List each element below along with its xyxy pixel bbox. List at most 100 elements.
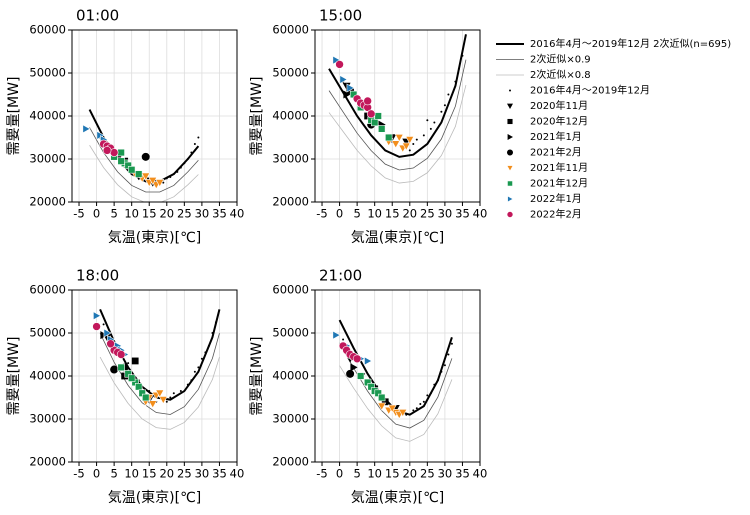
x-tick-label: 30 — [438, 207, 453, 221]
point — [148, 400, 158, 409]
point — [429, 392, 432, 395]
legend-swatch — [507, 180, 513, 187]
subplot: -5 0 5 10 15 20 25 30 35 40 20000 30000 40000 50000 60… — [6, 7, 244, 247]
x-tick-label: 5 — [353, 207, 360, 221]
legend-label: 2021年11月 — [530, 161, 588, 174]
point — [415, 407, 418, 410]
point — [377, 402, 387, 411]
point — [207, 344, 210, 347]
point — [197, 366, 200, 369]
axes-frame — [71, 289, 238, 463]
x-tick-label: 15 — [385, 207, 400, 221]
point — [172, 392, 175, 395]
y-axis-label: 需要量[MW] — [6, 77, 22, 156]
x-tick-label: -5 — [316, 207, 327, 221]
point — [343, 90, 351, 99]
point — [176, 170, 179, 173]
point — [117, 363, 125, 372]
subplot: -5 0 5 10 15 20 25 30 35 40 20000 30000 40000 50000 60… — [249, 7, 487, 247]
legend-label: 2021年1月 — [530, 130, 582, 143]
plot-area — [92, 308, 221, 430]
x-tick-label: 5 — [353, 467, 360, 481]
point — [186, 158, 189, 160]
legend-label: 2次近似×0.9 — [530, 53, 591, 66]
x-tick-label: 10 — [367, 467, 382, 481]
point — [141, 152, 150, 161]
x-axis-label: 気温(東京)[℃] — [108, 230, 202, 246]
x-tick-label: 30 — [195, 207, 210, 221]
point — [405, 136, 415, 145]
x-tick-label: 20 — [402, 207, 417, 221]
y-tick-label: 30000 — [29, 412, 66, 426]
point — [116, 350, 126, 359]
axes-frame — [71, 29, 238, 203]
point — [197, 136, 200, 139]
point — [117, 148, 125, 157]
point — [169, 396, 172, 399]
point — [433, 383, 436, 386]
subplot: -5 0 5 10 15 20 25 30 35 40 20000 30000 40000 50000 60… — [249, 267, 487, 507]
point — [127, 362, 130, 365]
point — [426, 119, 429, 122]
point — [412, 142, 415, 145]
legend-swatch — [507, 149, 513, 156]
fit-line — [328, 59, 467, 171]
subplot-title: 15:00 — [319, 7, 362, 25]
x-tick-label: 5 — [110, 467, 117, 481]
point — [374, 112, 382, 120]
subplot-title: 01:00 — [76, 7, 119, 25]
point — [454, 80, 457, 83]
point — [447, 93, 450, 96]
point — [155, 179, 165, 188]
plot-area — [328, 34, 467, 184]
point — [106, 339, 115, 349]
x-tick-label: 30 — [438, 467, 453, 481]
x-axis-label: 気温(東京)[℃] — [351, 230, 445, 246]
point — [412, 409, 415, 412]
fit-line — [89, 127, 199, 193]
legend-label: 2020年11月 — [530, 99, 588, 112]
x-tick-label: 0 — [93, 467, 100, 481]
point — [419, 402, 422, 405]
point — [422, 134, 425, 137]
point — [211, 332, 214, 334]
y-tick-label: 60000 — [29, 23, 66, 37]
y-tick-label: 30000 — [29, 152, 66, 166]
point — [110, 365, 119, 374]
point — [165, 177, 168, 180]
y-tick-label: 60000 — [29, 283, 66, 297]
x-tick-label: -5 — [73, 467, 84, 481]
point — [165, 400, 168, 403]
plot-area — [332, 319, 453, 442]
point — [450, 342, 453, 345]
point — [103, 328, 112, 338]
point — [179, 390, 182, 393]
point — [127, 374, 136, 382]
x-tick-label: -5 — [316, 467, 327, 481]
subplot-title: 21:00 — [319, 267, 362, 285]
x-tick-label: 0 — [336, 467, 343, 481]
x-axis-label: 気温(東京)[℃] — [108, 490, 202, 506]
point — [142, 393, 150, 402]
x-tick-label: 25 — [177, 467, 192, 481]
y-tick-label: 50000 — [272, 326, 309, 340]
point — [436, 379, 439, 382]
point — [148, 390, 151, 393]
plot-area — [82, 109, 200, 202]
y-tick-label: 20000 — [272, 195, 309, 209]
point — [422, 400, 425, 403]
y-tick-label: 30000 — [272, 152, 309, 166]
x-tick-label: 15 — [142, 467, 157, 481]
x-tick-label: 40 — [473, 207, 488, 221]
x-tick-label: 10 — [124, 207, 139, 221]
legend: 2016年4月～2019年12月 2次近似(n=695) 2次近似×0.9 2次近似… — [496, 37, 731, 221]
point — [92, 322, 101, 331]
y-tick-label: 30000 — [272, 412, 309, 426]
legend-swatch — [506, 211, 514, 218]
point — [135, 170, 143, 178]
y-tick-label: 60000 — [272, 23, 309, 37]
y-tick-label: 40000 — [29, 369, 66, 383]
legend-label: 2022年2月 — [530, 208, 582, 221]
point — [148, 177, 158, 186]
